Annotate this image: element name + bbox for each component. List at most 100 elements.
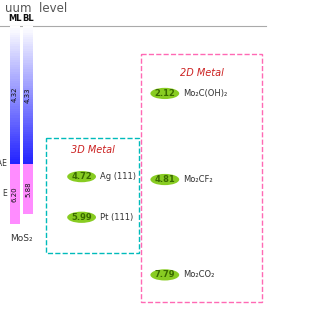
Bar <box>23 127 33 130</box>
Text: 2D Metal: 2D Metal <box>180 68 224 78</box>
Bar <box>23 26 33 28</box>
Bar <box>10 108 20 111</box>
Bar <box>23 143 33 146</box>
Text: Mo₂C(OH)₂: Mo₂C(OH)₂ <box>183 89 228 98</box>
Bar <box>10 37 20 39</box>
Bar <box>10 76 20 79</box>
Bar <box>10 162 20 164</box>
Bar <box>23 118 33 120</box>
Bar <box>10 95 20 97</box>
Bar <box>23 83 33 86</box>
Bar <box>10 46 20 49</box>
Bar <box>10 58 20 60</box>
Bar <box>23 39 33 42</box>
Bar <box>23 107 33 109</box>
Bar <box>23 109 33 111</box>
Bar <box>10 102 20 104</box>
Bar <box>23 51 33 53</box>
Bar <box>23 113 33 116</box>
Bar <box>10 157 20 159</box>
Bar <box>23 162 33 164</box>
Bar <box>23 69 33 72</box>
Bar <box>10 74 20 76</box>
Bar <box>23 58 33 60</box>
Bar <box>10 118 20 120</box>
Text: E: E <box>2 189 7 198</box>
Ellipse shape <box>150 174 179 185</box>
Ellipse shape <box>150 88 179 99</box>
Bar <box>23 46 33 49</box>
Bar <box>10 150 20 152</box>
Bar <box>23 157 33 160</box>
Bar <box>10 113 20 116</box>
Text: 4.33: 4.33 <box>25 87 31 103</box>
Text: Ag (111): Ag (111) <box>100 172 136 181</box>
Bar <box>23 81 33 83</box>
Bar <box>23 74 33 76</box>
Bar <box>10 129 20 132</box>
Bar <box>23 62 33 65</box>
Bar <box>23 125 33 127</box>
Text: 2.12: 2.12 <box>154 89 175 98</box>
Bar <box>10 148 20 150</box>
Text: 4.32: 4.32 <box>12 87 18 102</box>
Bar <box>23 88 33 90</box>
Text: MoS₂: MoS₂ <box>10 234 33 243</box>
Bar <box>10 125 20 127</box>
Bar <box>23 49 33 51</box>
Bar <box>10 53 20 56</box>
Bar <box>23 160 33 162</box>
Text: Pt (111): Pt (111) <box>100 213 133 222</box>
Bar <box>10 127 20 129</box>
Bar <box>23 123 33 125</box>
Bar <box>23 37 33 39</box>
Bar <box>46 138 139 253</box>
Bar <box>10 134 20 136</box>
Bar <box>23 65 33 67</box>
Bar <box>10 116 20 118</box>
Bar <box>10 72 20 74</box>
Bar <box>23 79 33 81</box>
Bar <box>10 51 20 53</box>
Bar <box>10 122 20 125</box>
Bar <box>23 76 33 79</box>
Bar <box>10 67 20 69</box>
Bar <box>23 139 33 141</box>
Bar <box>23 111 33 113</box>
Bar <box>23 95 33 97</box>
Text: 5.99: 5.99 <box>71 213 92 222</box>
Bar <box>10 143 20 145</box>
Text: 4.81: 4.81 <box>155 175 175 184</box>
Bar <box>23 28 33 30</box>
Text: uum  level: uum level <box>5 2 67 14</box>
Text: 7.79: 7.79 <box>155 270 175 279</box>
Bar <box>23 134 33 136</box>
Text: Mo₂CO₂: Mo₂CO₂ <box>183 270 215 279</box>
Bar <box>10 104 20 106</box>
Bar <box>10 39 20 42</box>
Bar <box>23 155 33 157</box>
Bar <box>23 44 33 46</box>
Bar <box>23 141 33 143</box>
Bar <box>23 86 33 88</box>
Bar <box>23 67 33 69</box>
Bar <box>10 120 20 122</box>
Bar <box>141 54 262 302</box>
Bar <box>10 99 20 102</box>
Bar <box>10 30 20 33</box>
Bar <box>23 35 33 37</box>
Bar <box>10 49 20 51</box>
Bar <box>23 153 33 155</box>
Bar <box>23 90 33 92</box>
Bar <box>10 56 20 58</box>
Bar <box>23 132 33 134</box>
Text: Mo₂CF₂: Mo₂CF₂ <box>183 175 213 184</box>
Bar <box>23 146 33 148</box>
Bar <box>10 62 20 65</box>
Bar <box>23 136 33 139</box>
Bar <box>23 60 33 62</box>
Bar <box>23 120 33 123</box>
Bar <box>10 97 20 99</box>
Bar <box>10 132 20 134</box>
Bar <box>23 130 33 132</box>
